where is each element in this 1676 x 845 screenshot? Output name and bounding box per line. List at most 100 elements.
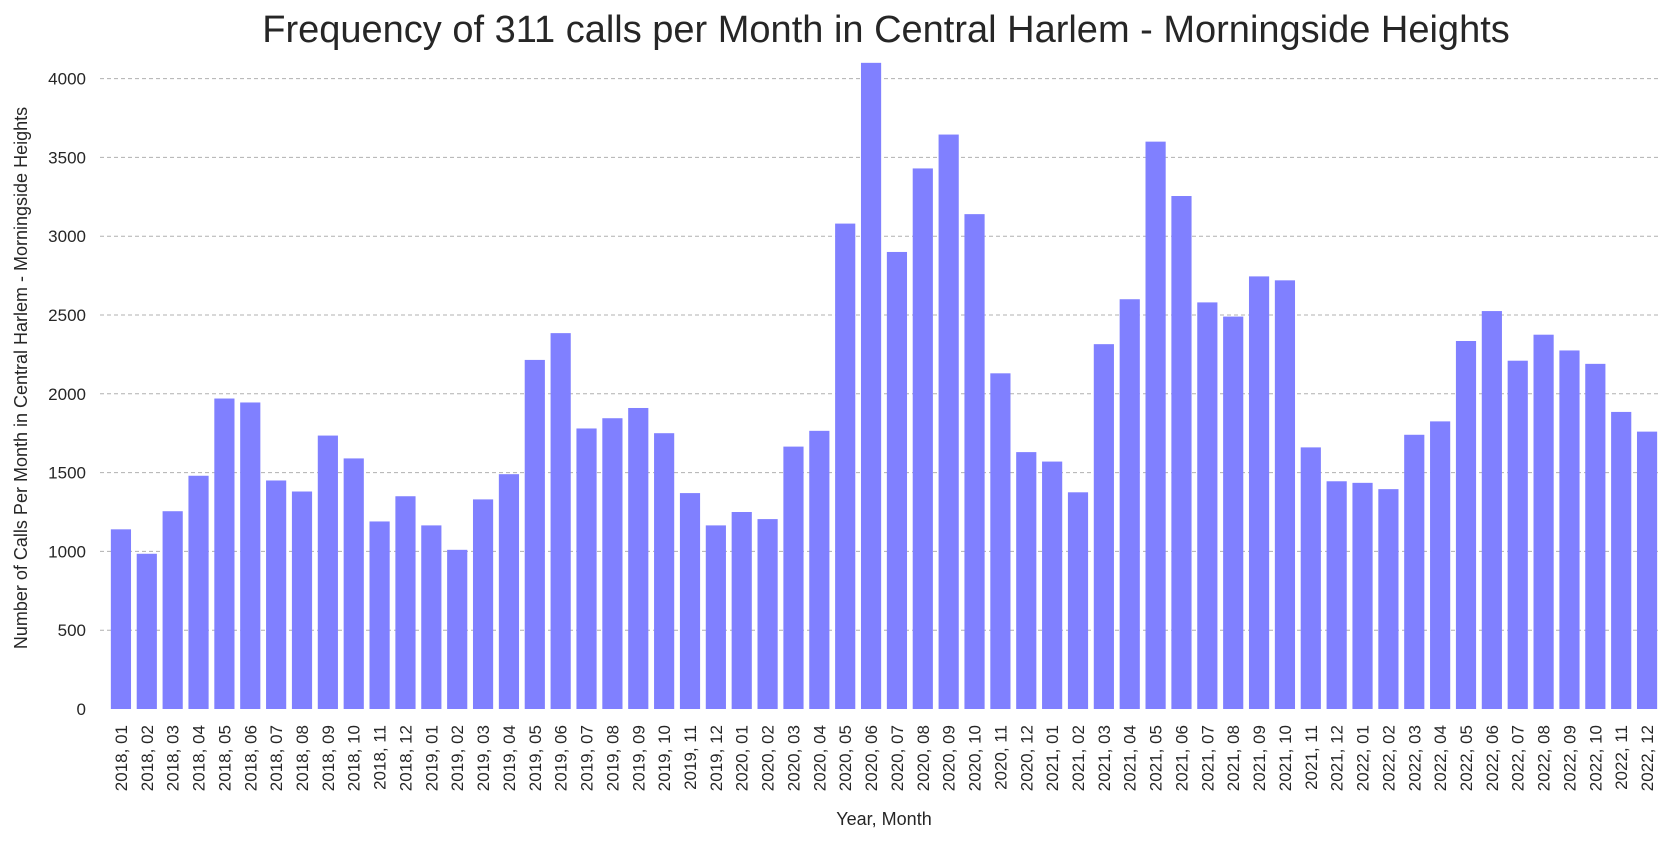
- x-tick-label: 2022, 10: [1586, 725, 1605, 791]
- x-tick-label: 2018, 01: [112, 725, 131, 791]
- bar: [1404, 434, 1425, 709]
- bar: [550, 333, 571, 709]
- bar: [1481, 311, 1502, 709]
- x-tick-label: 2019, 11: [681, 725, 700, 790]
- y-tick-label: 0: [77, 700, 86, 719]
- x-tick-label: 2020, 12: [1017, 725, 1036, 791]
- bar: [1326, 481, 1347, 709]
- bar: [860, 62, 882, 709]
- bar: [912, 168, 933, 709]
- bar: [266, 480, 287, 709]
- bar: [421, 525, 442, 709]
- x-tick-label: 2022, 08: [1535, 725, 1554, 791]
- y-tick-label: 2000: [48, 385, 86, 404]
- x-tick-label: 2022, 05: [1457, 725, 1476, 791]
- x-tick-label: 2022, 01: [1354, 725, 1373, 791]
- x-tick-label: 2021, 07: [1198, 725, 1217, 791]
- bar: [1507, 360, 1528, 709]
- bar: [938, 134, 959, 710]
- y-tick-label: 500: [58, 621, 86, 640]
- x-tick-label: 2021, 04: [1121, 725, 1140, 791]
- x-tick-label: 2018, 06: [241, 725, 260, 791]
- bar: [317, 435, 338, 709]
- x-tick-label: 2018, 11: [371, 725, 390, 790]
- bar: [214, 398, 235, 709]
- x-tick-label: 2020, 11: [991, 725, 1010, 790]
- chart-title: Frequency of 311 calls per Month in Cent…: [262, 9, 1510, 51]
- bar: [1585, 363, 1606, 709]
- x-tick-label: 2020, 02: [759, 725, 778, 791]
- x-tick-label: 2019, 09: [629, 725, 648, 791]
- x-tick-label: 2022, 09: [1560, 725, 1579, 791]
- x-tick-label: 2020, 07: [888, 725, 907, 791]
- bar: [964, 214, 985, 710]
- x-tick-label: 2020, 01: [733, 725, 752, 791]
- bar: [1533, 334, 1554, 709]
- x-tick-label: 2019, 06: [552, 725, 571, 791]
- bar: [783, 446, 804, 709]
- bar: [1611, 411, 1632, 709]
- x-tick-label: 2018, 05: [215, 725, 234, 791]
- x-tick-label: 2019, 12: [707, 725, 726, 791]
- x-tick-label: 2018, 09: [319, 725, 338, 791]
- x-tick-label: 2021, 02: [1069, 725, 1088, 791]
- x-tick-label: 2020, 10: [966, 725, 985, 791]
- x-tick-label: 2022, 04: [1431, 725, 1450, 791]
- x-tick-label: 2018, 04: [190, 725, 209, 791]
- x-tick-label: 2018, 03: [164, 725, 183, 791]
- y-tick-label: 1500: [48, 464, 86, 483]
- bar: [1119, 299, 1140, 709]
- bar: [343, 458, 364, 709]
- x-tick-label: 2020, 05: [836, 725, 855, 791]
- bar: [1197, 302, 1218, 709]
- bar: [188, 475, 209, 709]
- x-tick-label: 2019, 10: [655, 725, 674, 791]
- bar: [628, 407, 649, 709]
- x-tick-label: 2021, 12: [1328, 725, 1347, 791]
- x-tick-label: 2020, 08: [914, 725, 933, 791]
- x-tick-label: 2018, 08: [293, 725, 312, 791]
- x-tick-label: 2018, 02: [138, 725, 157, 791]
- x-tick-label: 2022, 03: [1405, 725, 1424, 791]
- y-axis-label: Number of Calls Per Month in Central Har…: [11, 107, 31, 649]
- x-tick-label: 2021, 03: [1095, 725, 1114, 791]
- x-tick-label: 2021, 08: [1224, 725, 1243, 791]
- bar: [110, 529, 132, 709]
- y-tick-label: 3500: [48, 148, 86, 167]
- x-tick-label: 2021, 01: [1043, 725, 1062, 791]
- bar: [1430, 421, 1451, 709]
- x-tick-label: 2018, 07: [267, 725, 286, 791]
- x-tick-label: 2019, 03: [474, 725, 493, 791]
- bar: [602, 418, 623, 709]
- bar: [757, 519, 778, 709]
- x-tick-label: 2022, 12: [1638, 725, 1657, 791]
- bar: [1455, 341, 1477, 709]
- y-tick-label: 3000: [48, 227, 86, 246]
- bar: [1067, 492, 1089, 709]
- bar: [990, 373, 1011, 709]
- bar: [447, 549, 468, 709]
- bar: [369, 521, 390, 709]
- bar: [1016, 452, 1037, 709]
- bar: [705, 525, 726, 709]
- x-tick-label: 2019, 07: [578, 725, 597, 791]
- bar: [395, 496, 416, 709]
- y-tick-label: 1000: [48, 542, 86, 561]
- bar: [1223, 316, 1244, 709]
- bar: [835, 223, 856, 710]
- bar: [472, 499, 494, 709]
- x-tick-label: 2021, 05: [1147, 725, 1166, 791]
- bar: [731, 512, 752, 709]
- bar: [162, 511, 183, 709]
- bar: [1171, 196, 1192, 710]
- x-tick-label: 2020, 06: [862, 725, 881, 791]
- x-tick-label: 2018, 10: [345, 725, 364, 791]
- y-tick-labels: 0 500 1000 1500 2000 2500 3000 3500 4000: [48, 70, 86, 719]
- bar: [136, 553, 157, 709]
- bar: [1274, 280, 1296, 709]
- bar: [1352, 482, 1373, 709]
- x-tick-labels: 2018, 01 2018, 02 2018, 03 2018, 04 2018, 05…: [112, 725, 1657, 791]
- bar: [809, 430, 830, 709]
